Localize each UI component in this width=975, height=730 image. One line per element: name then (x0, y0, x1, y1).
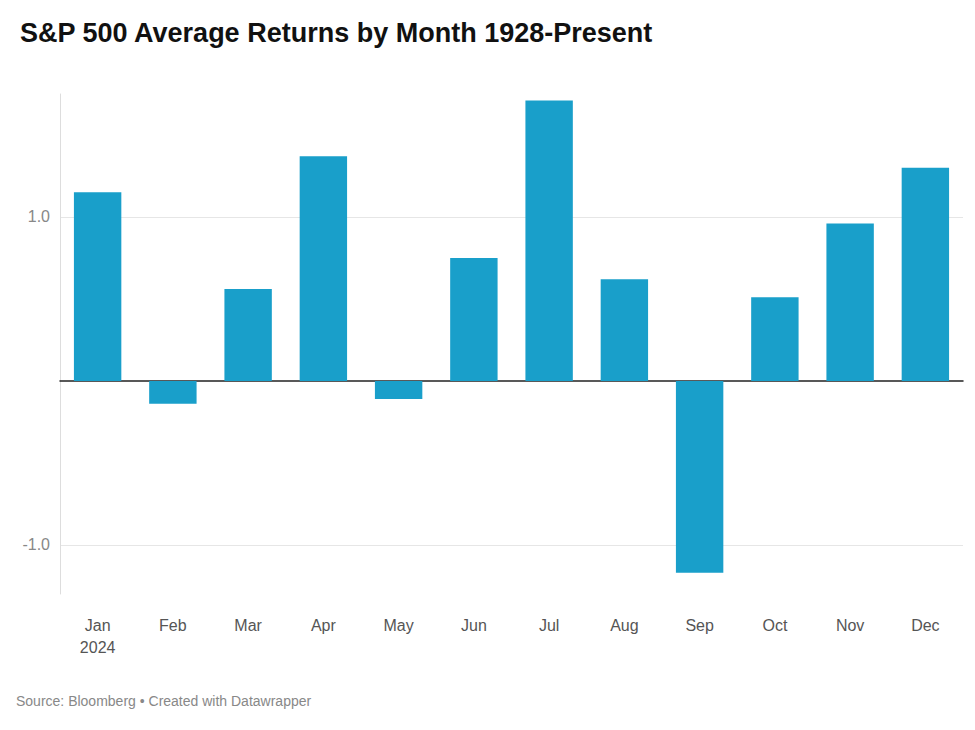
svg-text:Aug: Aug (610, 617, 638, 634)
svg-text:Apr: Apr (311, 617, 337, 634)
svg-text:Mar: Mar (234, 617, 262, 634)
svg-text:Nov: Nov (836, 617, 864, 634)
svg-text:-1.0: -1.0 (22, 536, 50, 553)
svg-text:Jan: Jan (85, 617, 111, 634)
svg-text:May: May (384, 617, 414, 634)
svg-text:Jun: Jun (461, 617, 487, 634)
svg-text:S&P 500 Average Returns by Mon: S&P 500 Average Returns by Month 1928-Pr… (20, 18, 652, 48)
svg-text:Dec: Dec (911, 617, 939, 634)
svg-text:Sep: Sep (685, 617, 714, 634)
svg-text:1.0: 1.0 (28, 208, 50, 225)
svg-text:2024: 2024 (80, 639, 116, 656)
svg-text:Oct: Oct (762, 617, 787, 634)
svg-text:Feb: Feb (159, 617, 187, 634)
svg-text:Jul: Jul (539, 617, 559, 634)
svg-text:Source: Bloomberg • Created wi: Source: Bloomberg • Created with Datawra… (16, 693, 311, 709)
